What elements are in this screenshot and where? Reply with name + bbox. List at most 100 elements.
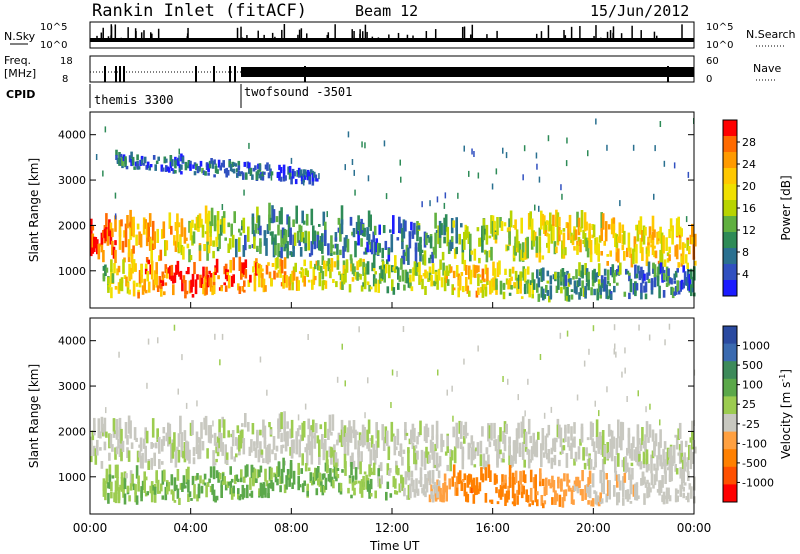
data-cell (290, 176, 293, 185)
data-cell (561, 445, 564, 454)
data-cell (179, 234, 182, 253)
data-cell (478, 257, 481, 264)
data-cell (520, 484, 524, 492)
data-cell (180, 445, 184, 458)
data-cell (420, 249, 424, 253)
data-cell (289, 463, 293, 478)
data-cell (184, 485, 187, 489)
data-cell (100, 232, 104, 245)
data-cell (382, 436, 386, 451)
data-cell (666, 252, 670, 257)
data-cell (546, 242, 549, 248)
data-cell (314, 174, 318, 182)
data-cell (659, 262, 663, 274)
data-cell (665, 451, 668, 467)
data-cell (233, 456, 236, 462)
data-cell (517, 480, 521, 495)
data-cell (130, 442, 134, 449)
data-cell (322, 452, 326, 458)
data-cell (274, 243, 277, 256)
colorbar-swatch (723, 326, 737, 345)
data-cell (303, 169, 307, 174)
data-cell (403, 488, 406, 497)
data-cell (553, 454, 557, 466)
data-cell (484, 286, 488, 297)
data-cell (230, 478, 234, 483)
data-cell (366, 269, 370, 275)
data-cell (579, 287, 583, 297)
data-cell (647, 250, 650, 257)
data-cell (641, 276, 645, 281)
data-cell (503, 222, 507, 227)
data-cell (215, 444, 218, 454)
data-cell (173, 235, 176, 246)
data-cell (608, 283, 611, 287)
data-cell (211, 160, 215, 169)
data-cell (369, 493, 373, 497)
data-cell (143, 156, 147, 164)
data-cell (249, 274, 252, 283)
data-cell (110, 259, 113, 273)
data-cell (444, 214, 448, 232)
data-cell (110, 481, 113, 492)
data-cell (544, 226, 548, 236)
data-cell (425, 423, 428, 443)
data-cell (369, 249, 372, 253)
data-cell (112, 246, 116, 259)
data-cell (190, 279, 193, 290)
data-cell (232, 168, 236, 174)
noise-cell (259, 356, 262, 363)
data-cell (282, 169, 286, 179)
data-cell (617, 419, 620, 439)
noise-cell (648, 334, 651, 341)
data-cell (450, 242, 454, 249)
data-cell (348, 284, 352, 293)
data-cell (410, 286, 414, 292)
data-cell (474, 485, 477, 496)
data-cell (626, 447, 629, 456)
data-cell (673, 280, 676, 284)
noise-cell (538, 176, 541, 183)
data-cell (218, 287, 222, 291)
data-cell (631, 467, 634, 480)
data-cell (579, 239, 582, 253)
data-cell (410, 431, 413, 444)
data-cell (237, 160, 241, 169)
data-cell (258, 469, 261, 478)
noise-cell (354, 189, 356, 196)
data-cell (278, 164, 281, 171)
data-cell (270, 467, 273, 480)
data-cell (351, 483, 355, 491)
data-cell (534, 488, 537, 503)
data-cell (304, 230, 307, 249)
data-cell (431, 424, 434, 439)
data-cell (563, 473, 566, 482)
data-cell (543, 225, 546, 234)
data-cell (308, 177, 311, 185)
data-cell (256, 469, 260, 479)
data-cell (683, 482, 687, 486)
data-cell (524, 240, 528, 260)
data-cell (567, 424, 570, 434)
data-cell (671, 460, 674, 466)
data-cell (214, 267, 217, 273)
station-title: Rankin Inlet (fitACF) (92, 1, 307, 21)
data-cell (217, 472, 220, 483)
data-cell (176, 230, 179, 248)
data-cell (392, 215, 395, 234)
data-cell (514, 270, 518, 281)
data-cell (488, 441, 492, 448)
data-cell (636, 445, 640, 466)
data-cell (395, 460, 398, 469)
data-cell (576, 211, 579, 228)
noise-cell (547, 135, 550, 142)
data-cell (354, 467, 358, 479)
data-cell (598, 431, 602, 450)
noise-cell (606, 144, 608, 151)
data-cell (223, 282, 226, 286)
data-cell (427, 471, 430, 481)
data-cell (627, 232, 631, 252)
data-cell (612, 436, 616, 449)
data-cell (617, 478, 621, 482)
data-cell (572, 276, 575, 280)
